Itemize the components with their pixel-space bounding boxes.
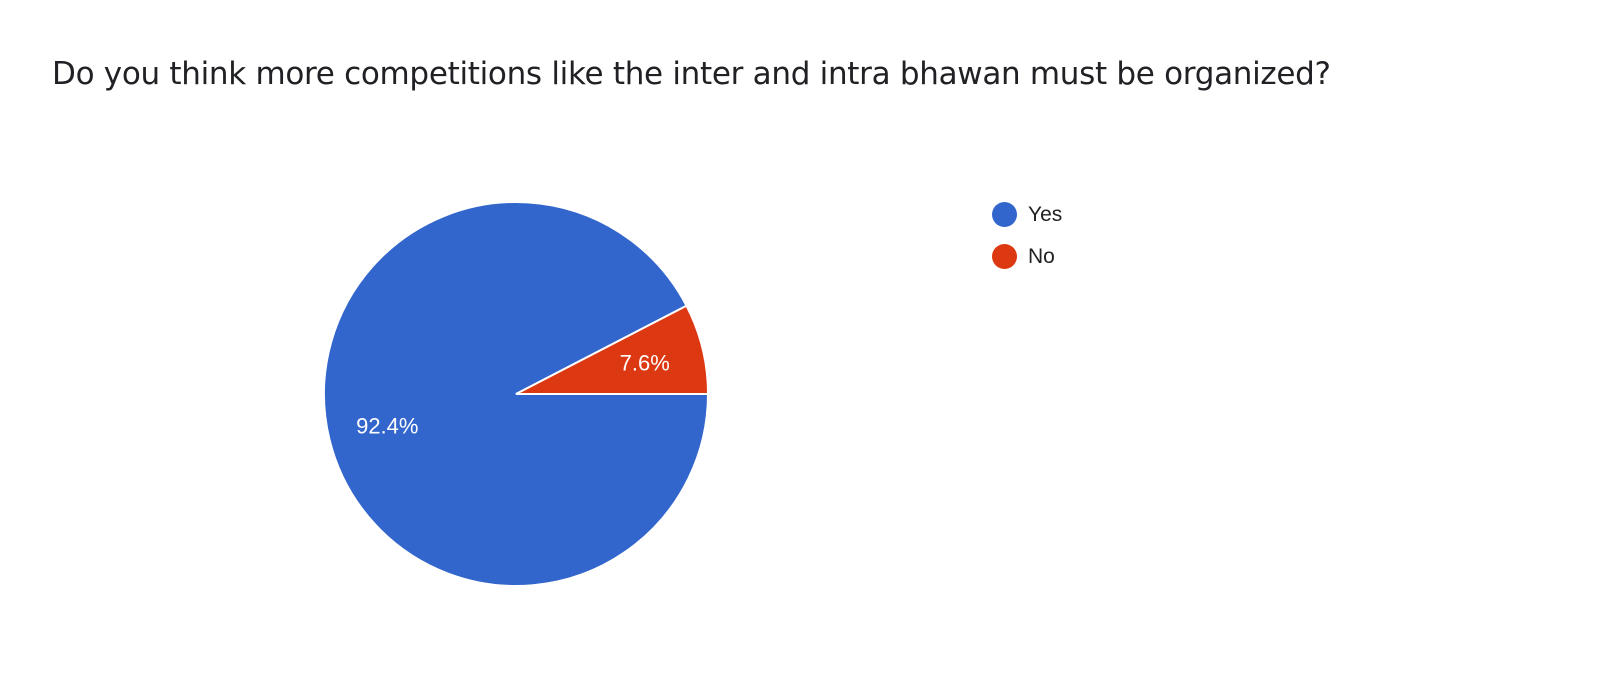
chart-title: Do you think more competitions like the …: [52, 56, 1331, 92]
legend-item-yes[interactable]: Yes: [992, 202, 1062, 227]
slice-label-no: 7.6%: [620, 351, 670, 376]
legend-swatch-no: [992, 244, 1017, 269]
legend-label-no: No: [1028, 244, 1055, 268]
legend-label-yes: Yes: [1028, 202, 1063, 226]
pie-slice-no[interactable]: [515, 304, 710, 395]
legend-swatch-yes: [992, 202, 1017, 227]
slice-label-yes: 92.4%: [356, 413, 418, 438]
legend-item-no[interactable]: No: [992, 244, 1055, 269]
